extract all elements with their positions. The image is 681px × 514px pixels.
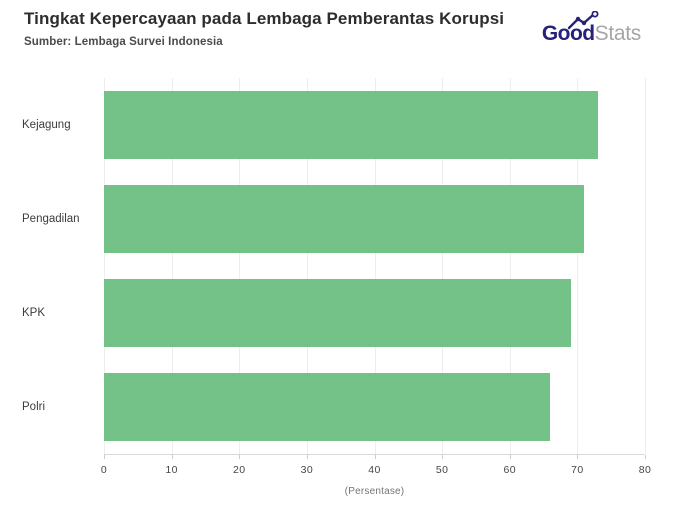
x-tick-label-20: 20 — [233, 464, 246, 476]
x-tick-label-40: 40 — [368, 464, 381, 476]
x-tick-label-70: 70 — [571, 464, 584, 476]
x-tick-mark-50 — [442, 455, 444, 459]
gridline-x-70 — [577, 78, 579, 454]
category-label-polri: Polri — [22, 401, 46, 413]
bar-pengadilan — [104, 185, 585, 253]
x-tick-label-50: 50 — [435, 464, 449, 476]
gridline-x-0 — [104, 78, 105, 454]
gridline-x-80 — [645, 78, 646, 454]
gridline-x-60 — [509, 78, 511, 454]
chart-title: Tingkat Kepercayaan pada Lembaga Pembera… — [24, 9, 505, 28]
gridline-x-30 — [306, 78, 308, 454]
goodstats-logo: GoodStats — [541, 11, 642, 45]
x-tick-mark-20 — [239, 455, 241, 459]
category-label-pengadilan: Pengadilan — [22, 213, 80, 225]
gridline-x-10 — [171, 78, 173, 454]
x-tick-label-30: 30 — [300, 464, 314, 476]
bar-kpk — [104, 279, 571, 347]
sparkline-icon — [567, 11, 599, 30]
category-label-kpk: KPK — [22, 307, 46, 319]
gridline-x-50 — [442, 78, 444, 454]
x-tick-mark-60 — [509, 455, 511, 459]
gridline-x-40 — [374, 78, 376, 454]
x-axis-title: (Persentase) — [344, 486, 405, 497]
x-tick-mark-10 — [171, 455, 173, 459]
bar-polri — [104, 373, 551, 441]
x-tick-label-10: 10 — [165, 464, 178, 476]
x-tick-label-80: 80 — [638, 464, 652, 476]
x-tick-mark-0 — [104, 455, 105, 459]
x-tick-mark-30 — [306, 455, 308, 459]
x-tick-mark-80 — [645, 455, 646, 459]
chart-source: Sumber: Lembaga Survei Indonesia — [24, 36, 223, 48]
gridline-x-20 — [239, 78, 241, 454]
logo-text-stats: Stats — [594, 22, 642, 45]
plot-area — [104, 78, 646, 455]
x-tick-mark-70 — [577, 455, 579, 459]
bar-kejagung — [104, 91, 598, 159]
x-tick-label-0: 0 — [100, 464, 108, 476]
category-label-kejagung: Kejagung — [22, 119, 71, 131]
x-tick-mark-40 — [374, 455, 376, 459]
x-tick-label-60: 60 — [503, 464, 516, 476]
logo-text-good: Good — [541, 22, 595, 45]
